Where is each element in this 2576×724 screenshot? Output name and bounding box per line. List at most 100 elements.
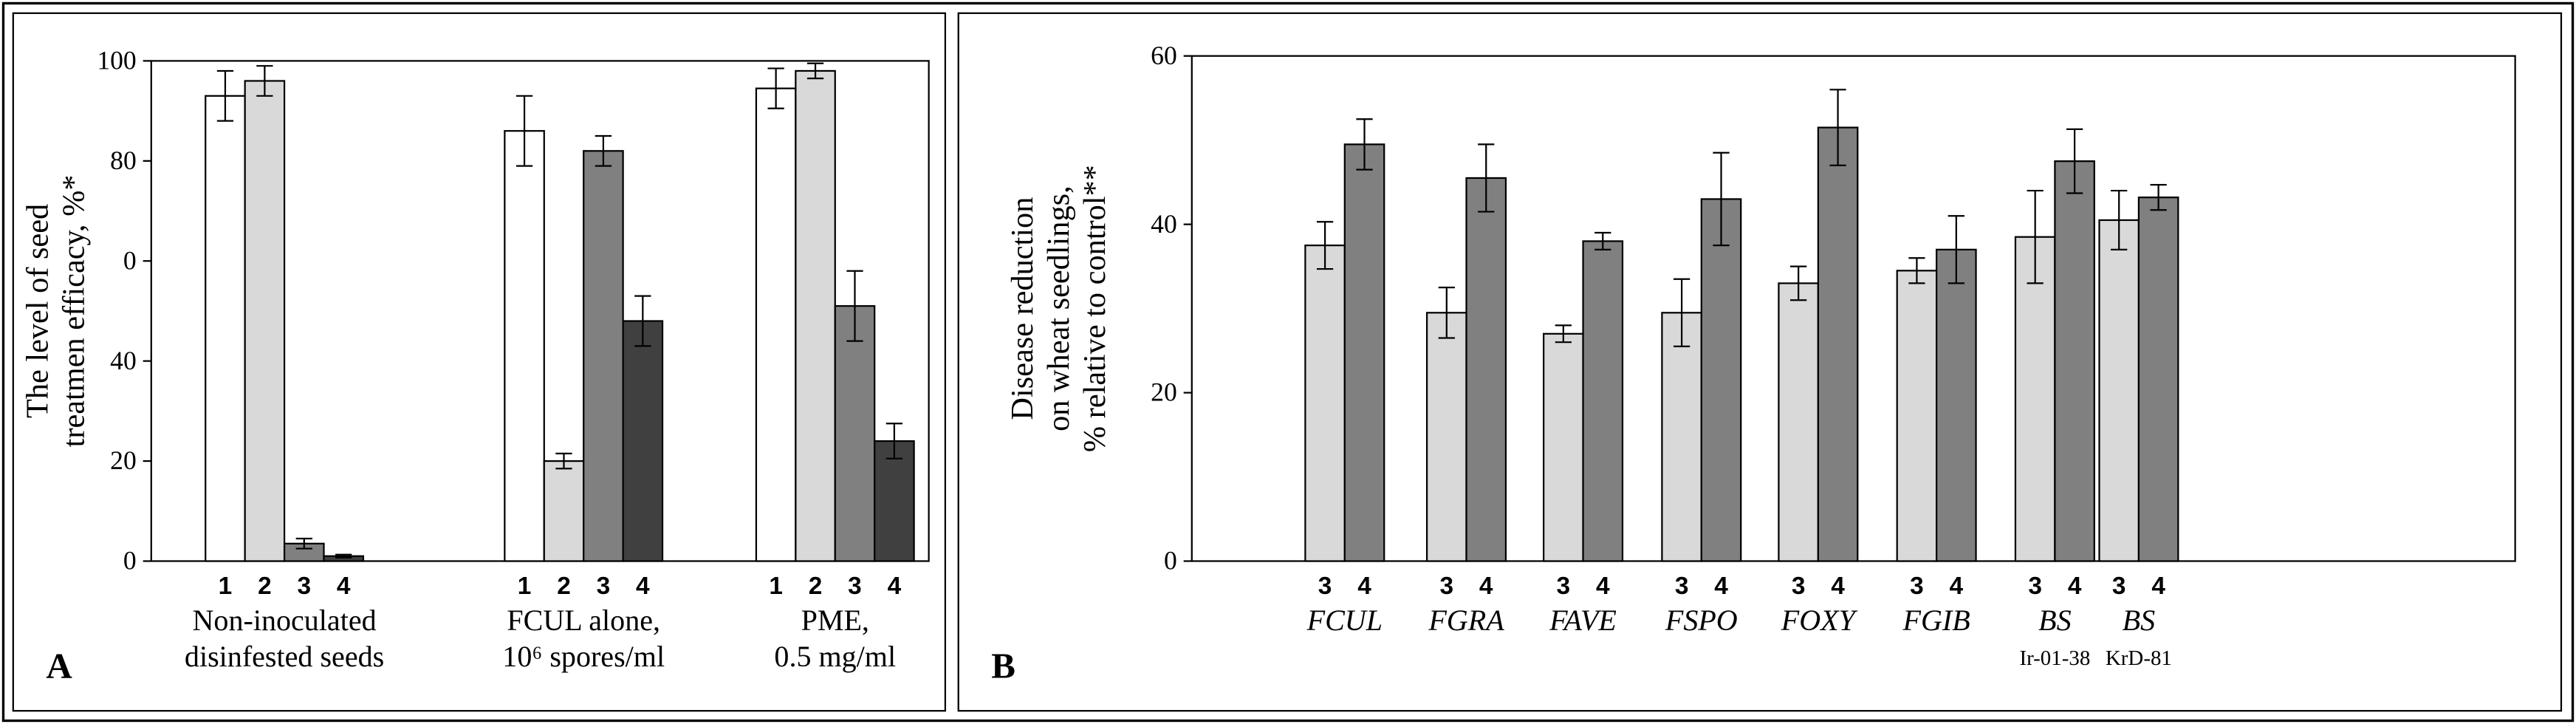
bar [834,305,876,562]
bar [795,69,836,562]
series-label: 4 [1357,573,1371,600]
category-label: FGRA [1428,604,1504,637]
panel-border [957,12,2563,712]
bar [755,87,797,562]
series-label: 4 [1479,573,1493,600]
y-tick-label: 0 [123,546,137,576]
error-bar [634,295,651,347]
bar [244,80,286,562]
bar [205,95,246,562]
bar [2098,219,2140,562]
bar [1896,270,1938,562]
y-axis-label: % relative to control** [1078,165,1112,452]
y-tick-label: 100 [97,46,136,75]
bar [2014,236,2056,562]
bar [1543,332,1584,562]
series-label: 4 [1714,573,1728,600]
series-label: 2 [809,573,823,600]
series-label: 4 [1950,573,1964,600]
category-label: FCUL [1306,604,1383,637]
series-label: 3 [1675,573,1689,600]
category-label: 10⁶ spores/ml [502,640,665,673]
error-bar [886,423,903,460]
error-bar [1594,231,1611,250]
bar [1817,126,1859,562]
error-bar [256,65,273,97]
panel-label: B [991,646,1015,686]
category-label: BS [2038,604,2072,637]
y-tick-label: 40 [110,346,137,375]
bar [1582,240,1624,562]
y-axis-label: treatmen efficacy, %* [57,175,92,448]
bar [1343,143,1385,562]
series-label: 3 [1910,573,1924,600]
y-tick-label: 80 [110,146,137,175]
series-label: 3 [597,573,611,600]
category-label: BS [2123,604,2156,637]
series-label: 4 [1596,573,1610,600]
error-bar [1673,278,1690,348]
series-label: 4 [636,573,650,600]
bar [504,130,545,562]
bar [2137,197,2179,562]
error-bar [295,537,312,550]
error-bar [846,270,863,342]
series-label: 4 [2151,573,2165,600]
error-bar [2066,128,2083,194]
bar [1661,312,1702,562]
category-label: FOXY [1781,604,1858,637]
series-label: 4 [888,573,902,600]
error-bar [555,452,572,470]
series-label: 3 [2112,573,2126,600]
series-label: 1 [769,573,783,600]
series-label: 4 [2068,573,2082,600]
series-label: 3 [298,573,312,600]
category-label: disinfested seeds [185,640,384,673]
error-bar [1790,265,1807,301]
error-bar [1555,324,1572,344]
y-tick-label: 0 [1164,546,1177,576]
error-bar [1948,215,1964,284]
series-label: 4 [337,573,351,600]
error-bar [1356,118,1373,171]
error-bar [515,95,533,167]
bar [1304,245,1346,562]
bar [1425,312,1467,562]
bar [1465,177,1507,562]
category-label: PME, [801,604,869,637]
error-bar [1438,287,1455,339]
error-bar [2150,183,2167,211]
category-label: FCUL alone, [507,604,660,637]
series-label: 3 [848,573,862,600]
category-label: Non-inoculated [193,604,377,637]
y-tick-label: 20 [110,445,137,475]
y-tick-label: 0 [123,245,137,275]
y-axis-label: on wheat seedlings, [1041,185,1076,431]
y-axis-label: The level of seed [21,204,55,418]
bar [2054,160,2095,562]
error-bar [806,62,824,80]
error-bar [2027,189,2044,284]
bar [874,440,915,562]
bar [1936,248,1977,562]
series-label: 3 [1318,573,1332,600]
bar [1778,282,1819,562]
bar [583,150,624,562]
category-label: 0.5 mg/ml [774,640,896,673]
category-label: FGIB [1902,604,1970,637]
series-label: 2 [557,573,571,600]
category-label: FAVE [1549,604,1617,637]
series-label: 4 [1831,573,1845,600]
series-label: 1 [518,573,532,600]
bar [1700,198,1742,562]
y-tick-label: 20 [1151,378,1177,407]
category-sublabel: KrD-81 [2106,646,2172,670]
y-tick-label: 60 [1151,41,1177,70]
panel-border [12,12,947,712]
series-label: 3 [2028,573,2042,600]
bar [622,320,664,562]
category-label: FSPO [1665,604,1738,637]
